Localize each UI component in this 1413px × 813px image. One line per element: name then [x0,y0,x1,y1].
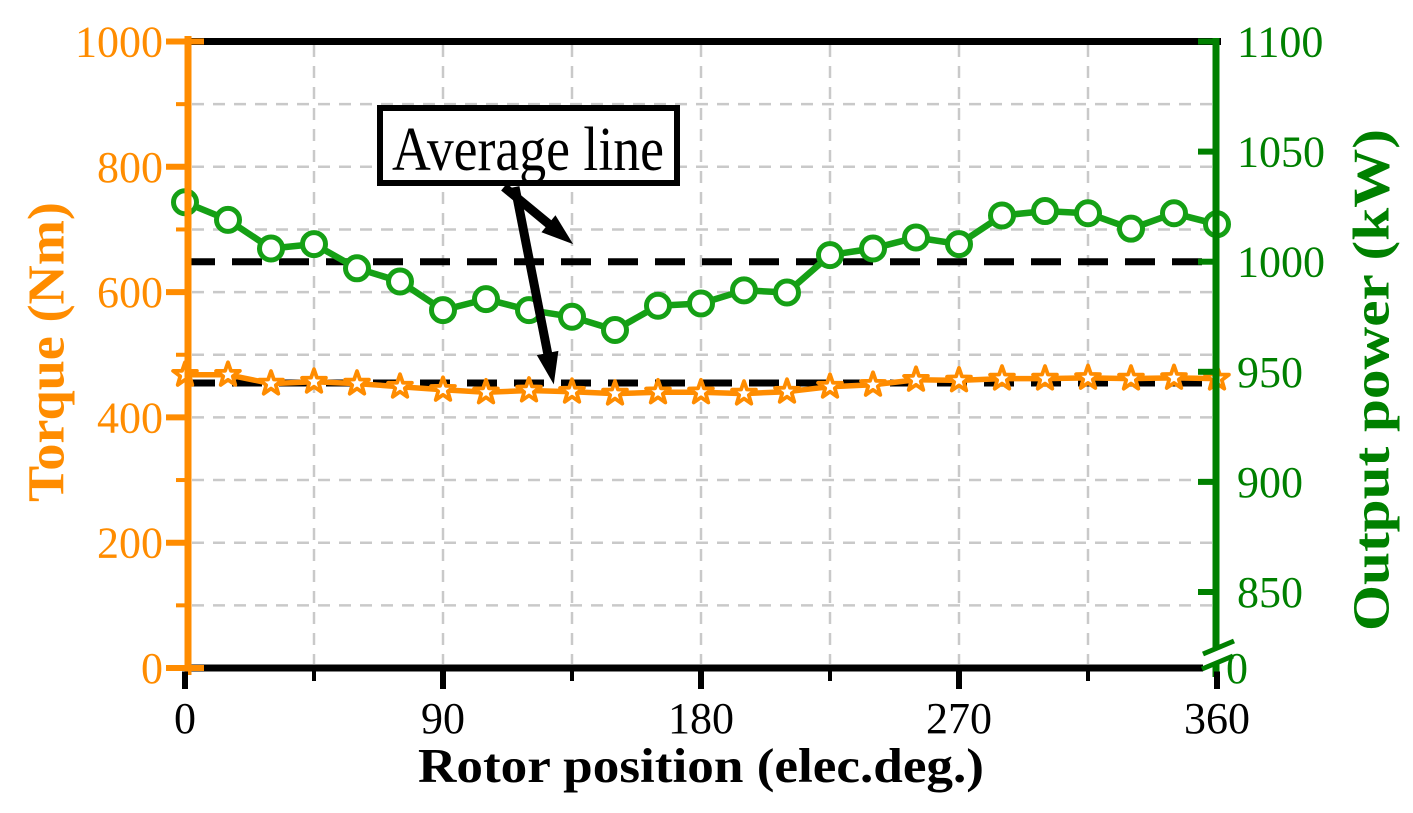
left-tick-label: 200 [97,519,163,568]
torque-marker [859,370,887,397]
tick-labels: 0200400600800100085090095010001050110000… [75,18,1325,744]
torque-marker [1117,364,1145,391]
torque-marker [429,375,457,402]
output-power-marker [558,302,586,331]
torque-marker [515,376,543,403]
output-power-marker [472,285,500,314]
torque-marker [816,372,844,399]
x-tick-label: 0 [174,694,196,743]
x-axis-title: Rotor position (elec.deg.) [418,738,984,793]
right-axis-zero-label: 0 [1226,644,1248,693]
torque-marker [1074,363,1102,390]
right-tick-label: 850 [1237,568,1303,617]
output-power-marker [300,230,328,259]
axis-ticks [166,38,1220,689]
output-power-marker [214,205,242,234]
output-power-marker [859,234,887,263]
output-power-marker [687,289,715,318]
output-power-marker [429,296,457,325]
right-tick-label: 1000 [1237,238,1325,287]
right-tick-label: 1100 [1237,18,1323,67]
gridlines [192,45,1213,664]
torque-marker [644,377,672,405]
output-power-marker [730,276,758,305]
output-power-marker [988,201,1016,230]
torque-marker [1160,363,1188,390]
output-power-marker [1160,199,1188,228]
right-axis-title: Output power (kW) [1344,129,1401,631]
left-tick-label: 800 [97,143,163,192]
torque-marker [386,372,414,399]
torque-marker [472,377,500,405]
right-tick-label: 1050 [1237,128,1325,177]
output-power-marker [601,315,629,344]
x-tick-label: 360 [1184,694,1250,743]
output-power-marker [902,223,930,252]
torque-marker [988,364,1016,391]
axis-break-slash [1202,638,1235,657]
left-tick-label: 600 [97,268,163,317]
torque-marker [1031,364,1059,391]
axis-break-slash [1201,653,1234,672]
output-power-marker [1074,199,1102,228]
torque-marker [687,377,715,405]
output-power-marker [343,254,371,283]
left-axis-title: Torque (Nm) [19,202,76,502]
average-line-annotation: Average line [377,105,680,385]
torque-marker [343,369,371,396]
torque-marker [601,379,629,406]
output-power-marker [773,278,801,307]
output-power-marker [1117,214,1145,243]
annotation-label: Average line [392,116,664,184]
right-tick-label: 950 [1237,348,1303,397]
torque-marker [214,360,242,387]
torque-marker [902,365,930,392]
output-power-marker [945,230,973,259]
torque-marker [257,369,285,396]
output-power-marker [257,234,285,263]
right-tick-label: 900 [1237,458,1303,507]
torque-marker [300,367,328,394]
left-tick-label: 400 [97,393,163,442]
x-tick-label: 270 [926,694,992,743]
torque-marker [730,379,758,406]
x-tick-label: 180 [668,694,734,743]
output-power-marker [816,241,844,270]
torque-marker [773,377,801,404]
output-power-marker [1031,197,1059,226]
average-lines [185,258,1213,387]
annotation-box [377,105,680,186]
annotation-arrow-to-power-average [501,183,574,245]
annotation-arrow-to-torque-average [510,186,559,385]
output-power-marker [386,267,414,296]
left-tick-label: 0 [141,644,163,693]
axes [184,36,1235,677]
left-tick-label: 1000 [75,18,163,67]
torque-marker [945,366,973,393]
x-tick-label: 90 [421,694,465,743]
output-power-marker [644,291,672,320]
torque-marker [558,377,586,404]
